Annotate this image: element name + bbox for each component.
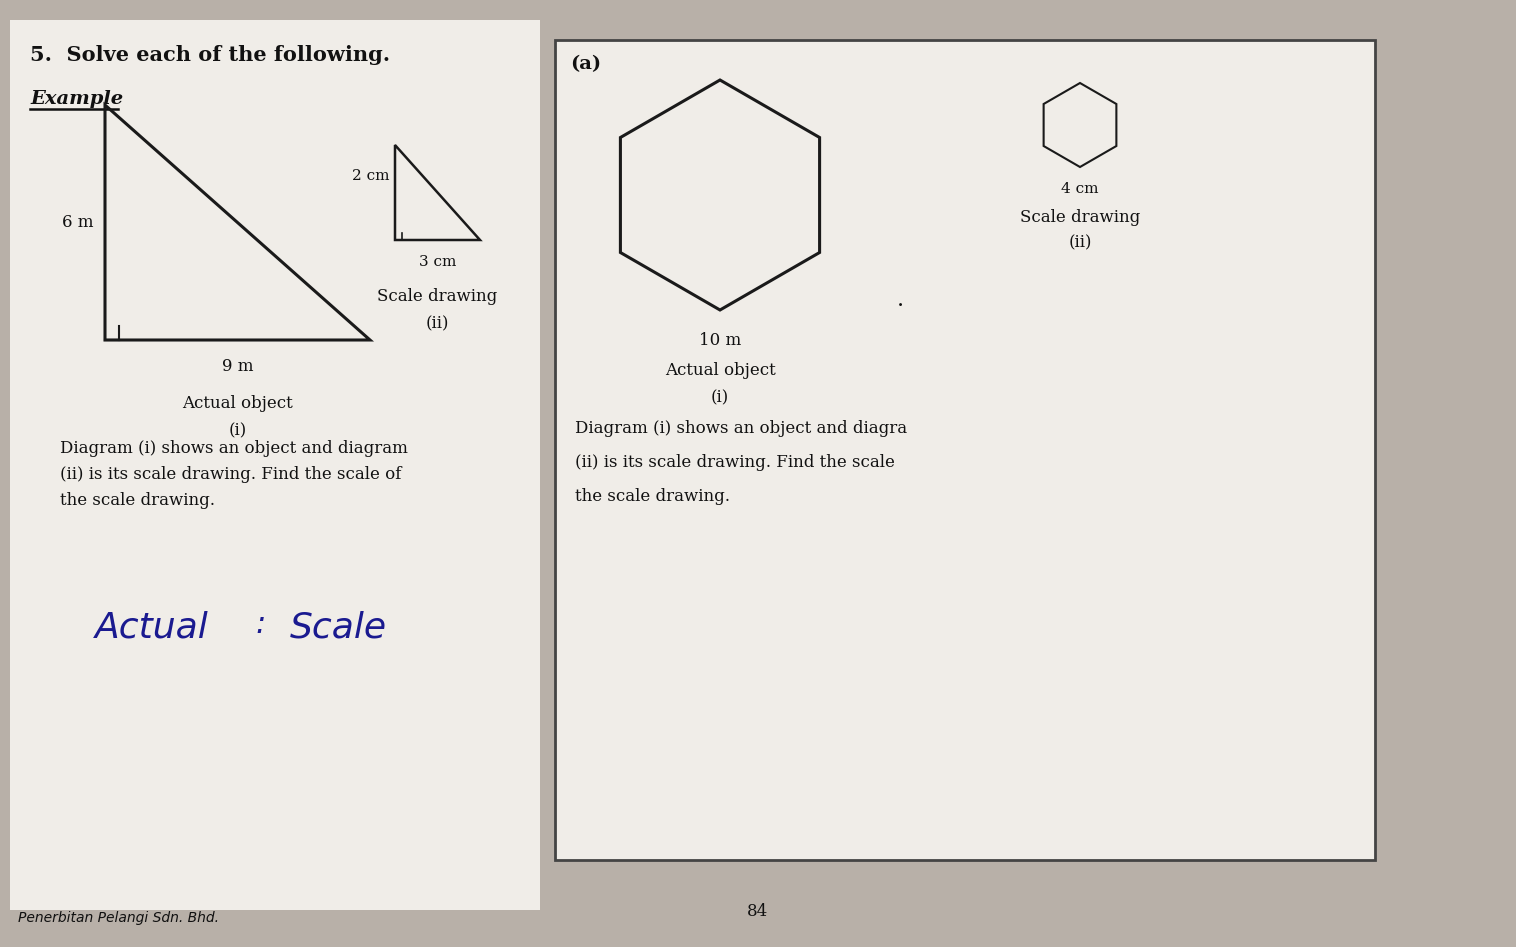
Text: the scale drawing.: the scale drawing.	[575, 488, 731, 505]
Text: 3 cm: 3 cm	[418, 255, 456, 269]
Text: Actual object: Actual object	[664, 362, 775, 379]
Text: Scale drawing: Scale drawing	[377, 288, 497, 305]
Text: 6 m: 6 m	[62, 214, 92, 231]
Text: (i): (i)	[229, 422, 247, 439]
FancyBboxPatch shape	[555, 40, 1375, 860]
Text: 84: 84	[747, 903, 769, 920]
Text: (a): (a)	[570, 55, 602, 73]
Text: Actual object: Actual object	[182, 395, 293, 412]
Text: Scale: Scale	[290, 610, 387, 644]
Text: 2 cm: 2 cm	[353, 169, 390, 183]
Text: (ii): (ii)	[426, 315, 449, 332]
Text: (ii) is its scale drawing. Find the scale: (ii) is its scale drawing. Find the scal…	[575, 454, 894, 471]
Text: ·: ·	[896, 295, 904, 317]
Text: (i): (i)	[711, 389, 729, 406]
Text: Actual: Actual	[96, 610, 209, 644]
FancyBboxPatch shape	[11, 20, 540, 910]
Text: Diagram (i) shows an object and diagra: Diagram (i) shows an object and diagra	[575, 420, 907, 437]
Text: 5.  Solve each of the following.: 5. Solve each of the following.	[30, 45, 390, 65]
Text: Diagram (i) shows an object and diagram
(ii) is its scale drawing. Find the scal: Diagram (i) shows an object and diagram …	[61, 440, 408, 509]
Text: (ii): (ii)	[1069, 234, 1092, 251]
Text: Scale drawing: Scale drawing	[1020, 209, 1140, 226]
Text: 9 m: 9 m	[221, 358, 253, 375]
Text: Example: Example	[30, 90, 123, 108]
Text: Penerbitan Pelangi Sdn. Bhd.: Penerbitan Pelangi Sdn. Bhd.	[18, 911, 218, 925]
Text: :: :	[255, 610, 265, 639]
Text: 10 m: 10 m	[699, 332, 741, 349]
Text: 4 cm: 4 cm	[1061, 182, 1099, 196]
